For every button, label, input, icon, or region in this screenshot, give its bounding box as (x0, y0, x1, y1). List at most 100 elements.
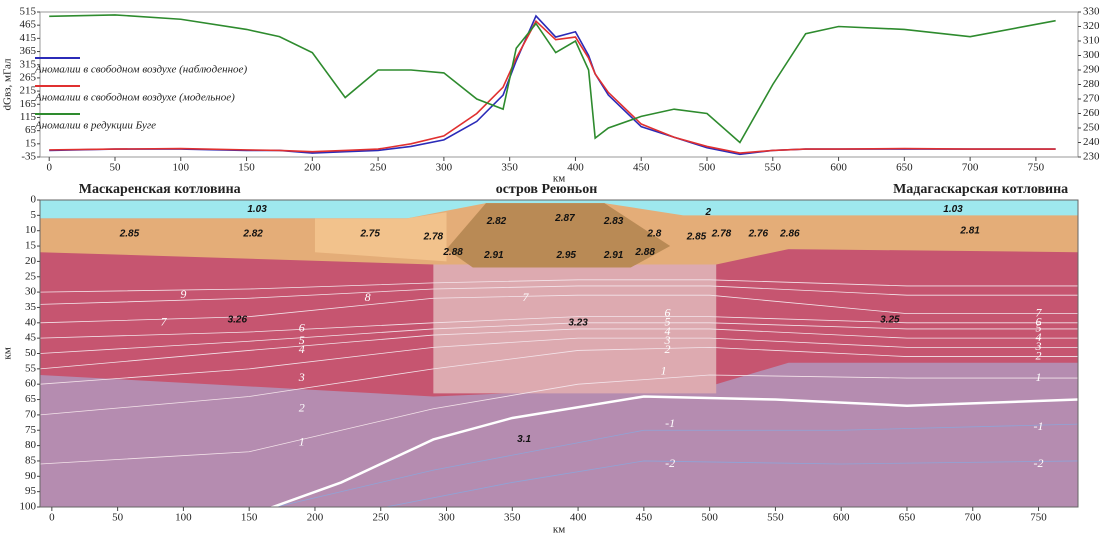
y-tick-label: 65 (25, 393, 37, 405)
y-tick-label: 20 (25, 255, 37, 267)
region-label: Маскаренская котловина (79, 182, 241, 197)
density-label: 2.82 (242, 228, 263, 239)
isoline-label: 1 (299, 434, 305, 448)
density-label: 3.1 (517, 434, 531, 445)
y-tick-label: 315 (20, 58, 37, 70)
isoline-label: -2 (665, 456, 675, 470)
y-tick-label: 5 (31, 209, 37, 221)
isoline (40, 374, 1078, 465)
series-line (49, 19, 1056, 154)
isoline (40, 346, 1078, 416)
y-tick-label: 115 (20, 111, 37, 123)
y2-tick-label: 300 (1083, 49, 1100, 61)
layer (446, 203, 671, 268)
y-tick-label: 75 (25, 424, 37, 436)
isoline-label: 7 (1036, 305, 1043, 319)
density-label: 2.91 (483, 250, 504, 261)
y-tick-label: 265 (20, 71, 37, 83)
x-tick-label: 200 (304, 162, 321, 174)
y-tick-label: 40 (25, 316, 37, 328)
density-label: 2.91 (603, 250, 624, 261)
density-label: 1.03 (943, 204, 963, 215)
y2-tick-label: 230 (1083, 151, 1100, 163)
isoline-label: 6 (299, 321, 305, 335)
density-label: 2.87 (554, 213, 575, 224)
y-tick-label: 85 (25, 454, 37, 466)
isoline (40, 279, 1078, 293)
y2-tick-label: 290 (1083, 64, 1100, 76)
x-tick-label: 500 (701, 512, 718, 524)
y-tick-label: 55 (25, 362, 37, 374)
y-axis-label: dGвз, мГал (2, 58, 14, 111)
x-tick-label: 350 (504, 512, 521, 524)
y-axis-label: км (2, 347, 14, 359)
y2-tick-label: 320 (1083, 20, 1100, 32)
isoline-label: 1 (1036, 370, 1042, 384)
isoline-label: -1 (1034, 419, 1044, 433)
legend-label: Аномалии в свободном воздухе (модельное) (34, 92, 235, 104)
plot-frame (39, 11, 1079, 158)
isoline-label: 3 (298, 370, 305, 384)
y2-tick-label: 280 (1083, 78, 1100, 90)
density-label: 2.8 (646, 228, 661, 239)
isoline (40, 328, 1078, 370)
isoline-label: 6 (1036, 315, 1042, 329)
y-tick-label: 35 (25, 301, 37, 313)
x-tick-label: 600 (830, 162, 847, 174)
density-label: 2 (705, 207, 712, 218)
x-tick-label: 450 (633, 162, 650, 174)
y-tick-label: 15 (25, 137, 37, 149)
region-label: остров Реюньон (496, 182, 598, 197)
x-tick-label: 550 (767, 512, 784, 524)
y-tick-label: 70 (25, 408, 37, 420)
x-tick-label: 150 (238, 162, 255, 174)
x-tick-label: 50 (109, 162, 121, 174)
x-tick-label: 250 (370, 162, 387, 174)
density-label: 2.88 (442, 247, 463, 258)
x-tick-label: 200 (307, 512, 324, 524)
isoline-label: 7 (522, 290, 529, 304)
moho-line (269, 395, 1078, 507)
y-tick-label: 45 (25, 332, 37, 344)
isoline-label: -1 (665, 416, 675, 430)
isoline (383, 460, 1078, 507)
isoline-label: 5 (665, 315, 671, 329)
density-label: 3.26 (228, 314, 248, 325)
y2-tick-label: 240 (1083, 136, 1100, 148)
density-label: 2.95 (556, 250, 577, 261)
isoline-label: 3 (1035, 339, 1042, 353)
x-axis-label: км (553, 173, 565, 185)
isoline (40, 337, 1078, 385)
x-tick-label: 600 (833, 512, 850, 524)
x-tick-label: 550 (765, 162, 782, 174)
x-tick-label: 650 (896, 162, 913, 174)
x-tick-label: 500 (699, 162, 716, 174)
y-tick-label: 50 (25, 347, 37, 359)
y-tick-label: 60 (25, 378, 37, 390)
y-tick-label: -35 (21, 151, 36, 163)
density-label: 2.75 (359, 228, 380, 239)
isoline (40, 285, 1078, 305)
layer (433, 255, 717, 394)
x-tick-label: 400 (567, 162, 584, 174)
layer (314, 212, 447, 262)
y-tick-label: 215 (20, 85, 37, 97)
y-tick-label: 10 (25, 224, 37, 236)
y2-tick-label: 270 (1083, 93, 1100, 105)
x-tick-label: 450 (636, 512, 653, 524)
y-tick-label: 65 (25, 124, 37, 136)
x-tick-label: 350 (501, 162, 518, 174)
x-tick-label: 750 (1028, 162, 1045, 174)
isoline-label: 7 (161, 315, 168, 329)
isoline-label: 2 (1036, 348, 1042, 362)
series-line (49, 14, 1056, 144)
y-tick-label: 90 (25, 470, 37, 482)
y-tick-label: 515 (20, 6, 37, 18)
density-label: 2.83 (603, 216, 624, 227)
density-label: 2.78 (423, 231, 444, 242)
isoline-label: 4 (665, 324, 671, 338)
x-tick-label: 300 (438, 512, 455, 524)
density-label: 2.85 (119, 228, 140, 239)
